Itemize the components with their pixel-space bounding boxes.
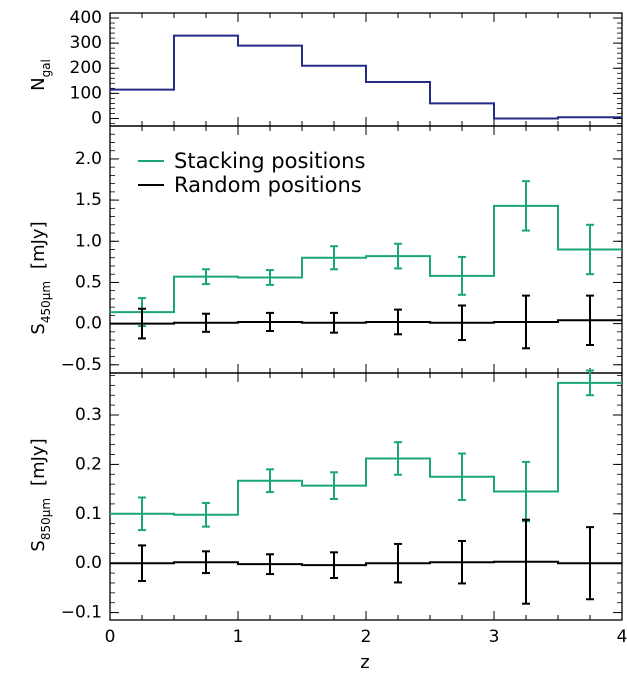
plot-frame bbox=[109, 372, 623, 621]
series-step-line-0 bbox=[110, 34, 622, 120]
y-tick-label: 0.3 bbox=[75, 405, 102, 425]
y-tick-label: −0.1 bbox=[61, 603, 102, 623]
y-tick-label: 0.1 bbox=[75, 504, 102, 524]
y-axis-title-s450-sub: 450μm bbox=[39, 281, 53, 323]
y-axis-title-ngal: Ngal bbox=[28, 59, 53, 91]
y-axis-title-s850-unit: [mJy] bbox=[28, 438, 49, 486]
y-axis-title-s450: S450μm [mJy] bbox=[28, 221, 53, 334]
y-tick-label: 300 bbox=[70, 33, 102, 53]
panel-s850: −0.1 0.0 0.1 0.2 0.3 0 1 2 3 4 bbox=[61, 369, 627, 647]
x-tick-label: 2 bbox=[361, 627, 372, 647]
y-axis-title-s850: S850μm [mJy] bbox=[28, 438, 53, 551]
x-tick-label: 3 bbox=[489, 627, 500, 647]
y-tick-label: 2.0 bbox=[75, 149, 102, 169]
y-tick-label: 0 bbox=[91, 108, 102, 128]
x-tick-label: 0 bbox=[105, 627, 116, 647]
panel-ngal: 0 100 200 300 400 bbox=[70, 8, 623, 128]
legend: Stacking positions Random positions bbox=[138, 149, 365, 197]
series-step-line-1 bbox=[110, 319, 622, 325]
x-tick-label: 4 bbox=[617, 627, 627, 647]
y-axis-title-s450-unit: [mJy] bbox=[28, 221, 49, 269]
series-step-line-0 bbox=[110, 204, 622, 314]
y-tick-label: 200 bbox=[70, 58, 102, 78]
panel-s450: −0.5 0.0 0.5 1.0 1.5 2.0 bbox=[61, 125, 623, 375]
x-tick-label: 1 bbox=[233, 627, 244, 647]
series-step-line-1 bbox=[110, 560, 622, 567]
y-axis-title-s850-sub: 850μm bbox=[39, 498, 53, 540]
y-tick-label: 100 bbox=[70, 83, 102, 103]
y-tick-label: −0.5 bbox=[61, 355, 102, 375]
x-axis-title: z bbox=[360, 652, 369, 673]
y-tick-label: 0.2 bbox=[75, 454, 102, 474]
legend-label-random: Random positions bbox=[174, 173, 362, 197]
y-tick-label: 1.5 bbox=[75, 190, 102, 210]
series-step-line-0 bbox=[110, 381, 622, 516]
y-tick-label: 1.0 bbox=[75, 231, 102, 251]
legend-label-stacking: Stacking positions bbox=[174, 149, 365, 173]
y-tick-label: 0.5 bbox=[75, 272, 102, 292]
y-axis-title-ngal-sub: gal bbox=[39, 59, 53, 77]
y-axis-title-s450-main: S bbox=[28, 323, 49, 334]
y-tick-label: 0.0 bbox=[75, 314, 102, 334]
y-axis-title-s850-main: S bbox=[28, 540, 49, 551]
y-tick-label: 0.0 bbox=[75, 553, 102, 573]
y-axis-title-ngal-main: N bbox=[28, 77, 49, 90]
y-tick-label: 400 bbox=[70, 8, 102, 28]
